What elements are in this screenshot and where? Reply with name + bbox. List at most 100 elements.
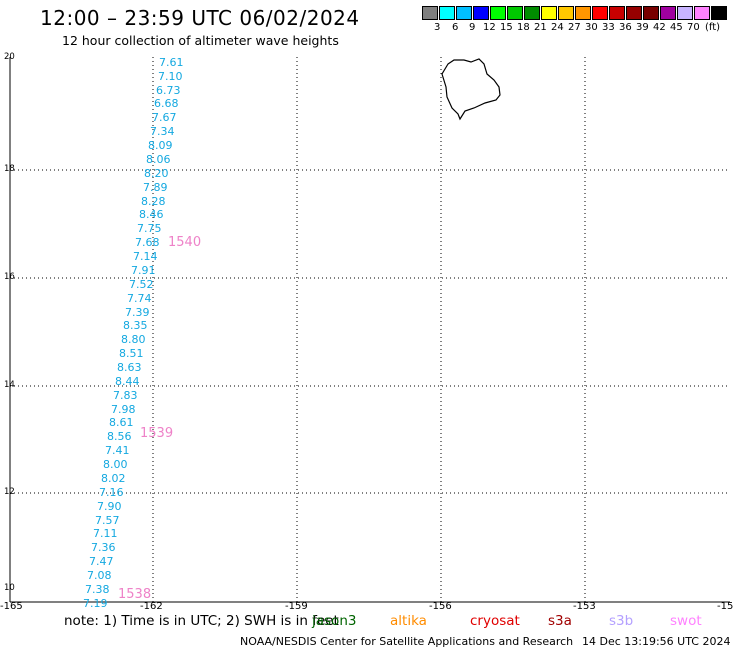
lat-label: 16 [4,272,15,282]
legend-label: 70 [687,22,700,33]
legend-label: 9 [469,22,476,33]
legend-swatch [524,6,540,20]
map-title: 12:00 – 23:59 UTC 06/02/2024 [40,6,360,30]
legend-label: 6 [452,22,459,33]
satellite-key-item: s3b [609,613,634,629]
swh-value: 8.00 [103,458,128,471]
swh-value: 7.74 [127,292,152,305]
legend-swatch [439,6,455,20]
map-frame [9,57,730,603]
legend-label: 33 [602,22,615,33]
swh-value: 7.98 [111,403,136,416]
pass-number: 1538 [118,587,152,602]
graticule [10,57,730,602]
satellite-key-item: swot [670,613,702,629]
lat-label: 12 [4,487,15,497]
legend-label: 30 [585,22,598,33]
legend-swatch [541,6,557,20]
swh-value: 8.44 [115,375,140,388]
legend-swatch [490,6,506,20]
map-subtitle: 12 hour collection of altimeter wave hei… [62,33,339,48]
swh-value: 7.39 [125,306,150,319]
swh-value: 7.38 [85,583,110,596]
lon-label: -162 [140,601,163,612]
swh-value: 7.10 [158,70,183,83]
satellite-key-item: altika [390,613,427,629]
footer-timestamp: 14 Dec 13:19:56 UTC 2024 [582,635,731,648]
swh-value: 8.46 [139,208,164,221]
legend-label: 15 [500,22,513,33]
legend-label: 18 [517,22,530,33]
units-note: note: 1) Time is in UTC; 2) SWH is in fe… [64,613,339,629]
lon-label: -156 [429,601,452,612]
lat-label: 10 [4,583,15,593]
swh-value: 7.52 [129,278,154,291]
swh-value: 7.67 [152,111,177,124]
swh-value: 8.28 [141,195,166,208]
swh-value: 7.75 [137,222,162,235]
lon-label: -165 [0,601,23,612]
swh-value: 7.91 [131,264,156,277]
legend-swatch [609,6,625,20]
legend-label: (ft) [705,22,721,33]
legend-swatch [473,6,489,20]
swh-value: 7.34 [150,125,175,138]
legend-label: 42 [653,22,666,33]
legend-swatch [643,6,659,20]
legend-label: 24 [551,22,564,33]
swh-value: 7.47 [89,555,114,568]
lon-label: -15 [717,601,734,612]
swh-value: 7.36 [91,541,116,554]
swh-value: 8.20 [144,167,169,180]
satellite-key-item: cryosat [470,613,520,629]
lat-label: 14 [4,380,15,390]
legend-label: 21 [534,22,547,33]
swh-value: 8.35 [123,319,148,332]
swh-value: 8.02 [101,472,126,485]
swh-value: 8.80 [121,333,146,346]
swh-value: 6.68 [154,97,179,110]
swh-value: 7.57 [95,514,120,527]
legend-label: 45 [670,22,683,33]
swh-value: 7.14 [133,250,158,263]
legend-label: 3 [434,22,441,33]
legend-swatch [422,6,438,20]
swh-value: 7.83 [113,389,138,402]
swh-value: 8.51 [119,347,144,360]
swh-value: 7.19 [83,597,108,610]
swh-value: 7.61 [159,56,184,69]
swh-value: 8.63 [117,361,142,374]
legend-label: 39 [636,22,649,33]
lat-label: 20 [4,52,15,62]
pass-number: 1539 [140,426,174,441]
footer-credit: NOAA/NESDIS Center for Satellite Applica… [240,635,574,648]
legend-label: 12 [483,22,496,33]
legend-swatch [694,6,710,20]
legend-swatch [660,6,676,20]
satellite-key-item: s3a [548,613,572,629]
swh-value: 7.90 [97,500,122,513]
swh-value: 7.08 [87,569,112,582]
swh-value: 7.16 [99,486,124,499]
lon-label: -159 [285,601,308,612]
swh-value: 8.09 [148,139,173,152]
swh-value: 7.11 [93,527,118,540]
lat-label: 18 [4,164,15,174]
swh-value: 8.56 [107,430,132,443]
swh-value: 6.73 [156,84,181,97]
swh-value: 8.61 [109,416,134,429]
pass-number: 1540 [168,235,202,250]
legend-swatch [575,6,591,20]
hawaii-island-coastline [441,58,501,121]
lon-label: -153 [573,601,596,612]
legend-swatch [592,6,608,20]
legend-swatch [558,6,574,20]
legend-label: 27 [568,22,581,33]
legend-swatch [456,6,472,20]
satellite-key-item: jason3 [312,613,357,629]
legend-label: 36 [619,22,632,33]
swh-value: 7.41 [105,444,130,457]
swh-value: 8.06 [146,153,171,166]
swh-value: 7.68 [135,236,160,249]
